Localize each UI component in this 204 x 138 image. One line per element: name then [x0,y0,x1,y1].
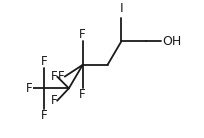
Text: F: F [41,55,47,68]
Text: F: F [79,28,86,41]
Text: F: F [41,109,47,122]
Text: I: I [120,2,123,15]
Text: F: F [58,70,65,83]
Text: F: F [79,88,86,101]
Text: F: F [51,94,57,107]
Text: OH: OH [162,35,181,48]
Text: F: F [51,70,57,83]
Text: F: F [26,82,33,95]
